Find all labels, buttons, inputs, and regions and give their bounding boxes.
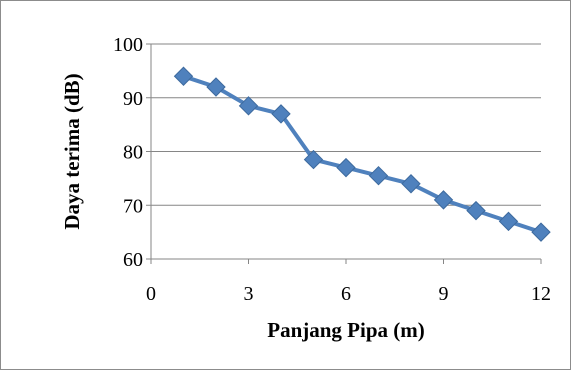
data-point-3 [238, 96, 259, 116]
x-tick-label-3: 3 [244, 283, 254, 305]
x-tick-label-12: 12 [531, 283, 551, 305]
gridlines [151, 43, 541, 206]
x-tick-labels: 0 3 6 9 12 [146, 283, 551, 305]
data-point-5 [303, 149, 324, 170]
y-tick-label-60: 60 [123, 249, 143, 271]
x-tick-label-0: 0 [146, 283, 156, 305]
data-point-1 [173, 66, 194, 86]
y-axis-title: Daya terima (dB) [60, 73, 84, 229]
y-tick-label-90: 90 [123, 88, 143, 110]
data-point-10 [466, 200, 486, 221]
y-tick-label-70: 70 [123, 195, 143, 217]
y-tick-label-80: 80 [123, 142, 143, 164]
data-point-9 [433, 190, 454, 210]
x-tick-label-6: 6 [341, 283, 351, 305]
axes [146, 43, 542, 264]
data-point-4 [271, 104, 291, 124]
series-line-0 [181, 74, 543, 235]
data-point-8 [401, 174, 421, 194]
data-point-12 [531, 222, 551, 242]
data-point-2 [206, 77, 226, 97]
data-point-7 [368, 165, 389, 186]
y-tick-labels: 60 70 80 90 100 [113, 34, 143, 271]
data-point-11 [498, 211, 519, 232]
data-point-6 [336, 157, 356, 178]
series-layer [173, 66, 551, 242]
y-tick-label-100: 100 [113, 34, 143, 56]
x-axis-title: Panjang Pipa (m) [267, 318, 425, 342]
x-tick-label-9: 9 [439, 283, 449, 305]
